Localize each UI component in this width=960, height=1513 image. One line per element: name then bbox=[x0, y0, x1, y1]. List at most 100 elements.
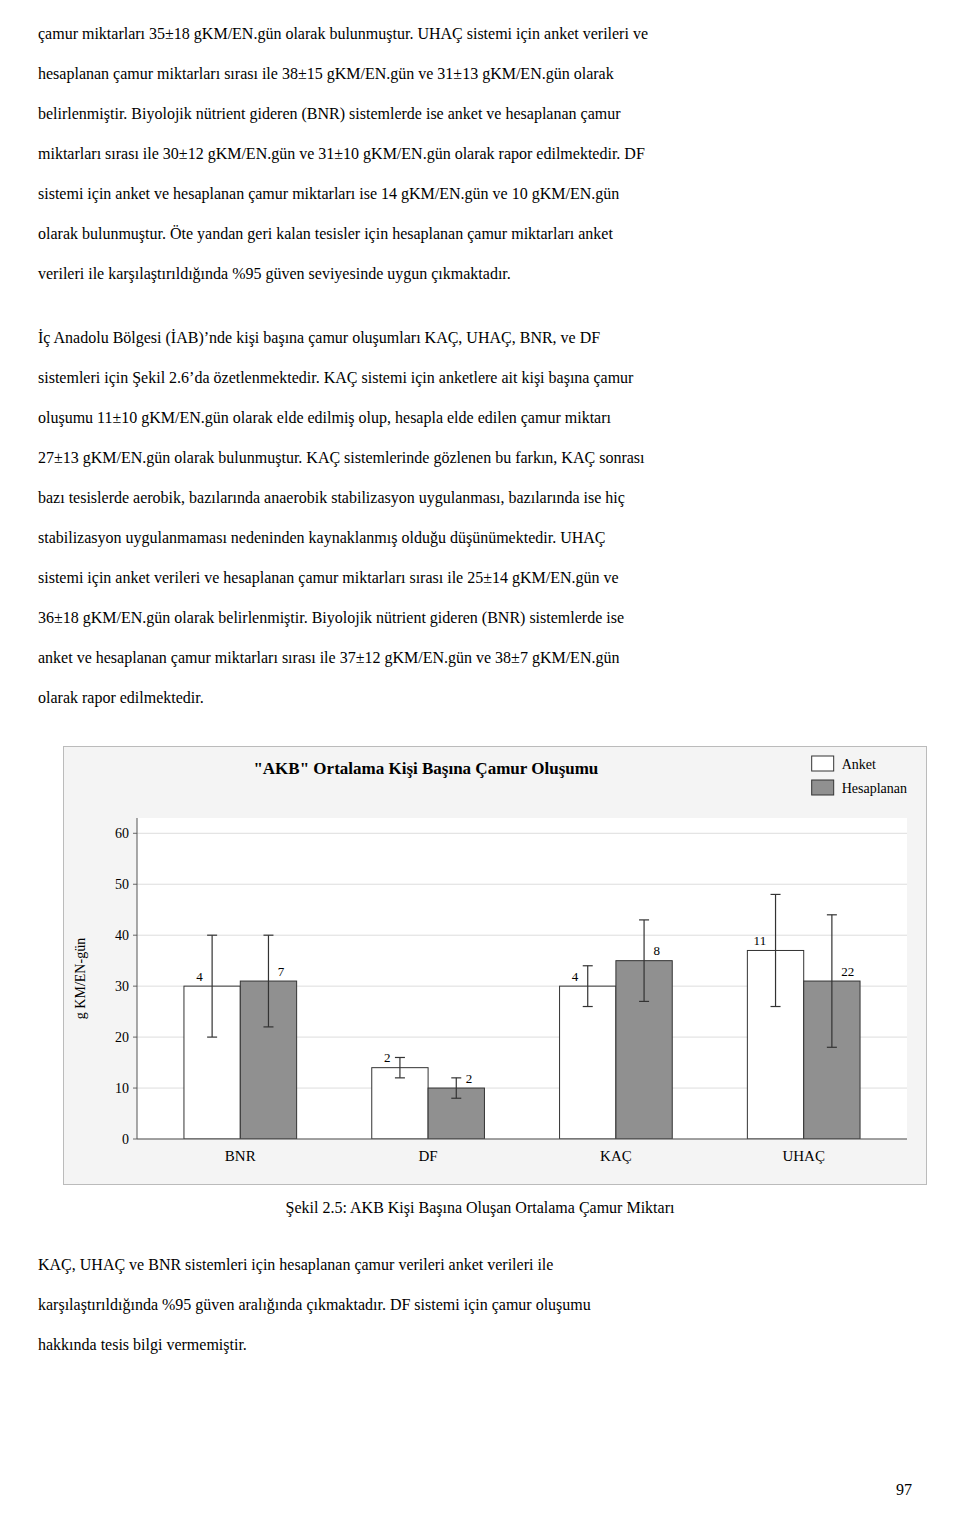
plot-area bbox=[137, 818, 907, 1139]
y-tick bbox=[133, 884, 137, 885]
y-tick bbox=[133, 1037, 137, 1038]
error-bar-cap bbox=[263, 935, 273, 936]
bar bbox=[560, 986, 616, 1139]
error-label: 22 bbox=[841, 964, 854, 979]
error-bar bbox=[583, 966, 593, 1007]
error-bar-cap bbox=[451, 1077, 461, 1078]
legend-swatch bbox=[812, 780, 834, 795]
y-tick bbox=[133, 1088, 137, 1089]
error-bar-cap bbox=[639, 1001, 649, 1002]
text-line: karşılaştırıldığında %95 güven aralığınd… bbox=[38, 1285, 591, 1325]
y-tick bbox=[133, 1139, 137, 1140]
error-bar-stem bbox=[643, 920, 644, 1002]
text-line: stabilizasyon uygulanmaması nedeninden k… bbox=[38, 518, 644, 558]
text-line: sistemi için anket ve hesaplanan çamur m… bbox=[38, 174, 648, 214]
error-label: 2 bbox=[384, 1050, 391, 1065]
text-line: miktarları sırası ile 30±12 gKM/EN.gün v… bbox=[38, 134, 648, 174]
error-bar-cap bbox=[827, 914, 837, 915]
text-line: çamur miktarları 35±18 gKM/EN.gün olarak… bbox=[38, 14, 648, 54]
grid-line bbox=[137, 935, 907, 936]
x-axis-line bbox=[137, 1139, 907, 1140]
x-tick-label: BNR bbox=[225, 1148, 256, 1164]
error-bar bbox=[771, 894, 781, 1006]
error-label: 8 bbox=[653, 943, 660, 958]
x-tick-label: UHAÇ bbox=[782, 1148, 825, 1164]
error-label: 2 bbox=[466, 1071, 473, 1086]
paragraph: çamur miktarları 35±18 gKM/EN.gün olarak… bbox=[38, 14, 648, 294]
text-line: hakkında tesis bilgi vermemiştir. bbox=[38, 1325, 591, 1365]
error-bar-cap bbox=[827, 1047, 837, 1048]
error-bar-stem bbox=[268, 935, 269, 1027]
error-label: 7 bbox=[278, 964, 285, 979]
error-bar-stem bbox=[456, 1078, 457, 1098]
error-bar-cap bbox=[583, 1006, 593, 1007]
paragraph: KAÇ, UHAÇ ve BNR sistemleri için hesapla… bbox=[38, 1245, 591, 1365]
text-line: verileri ile karşılaştırıldığında %95 gü… bbox=[38, 254, 648, 294]
error-bar-cap bbox=[451, 1098, 461, 1099]
y-tick-label: 40 bbox=[115, 928, 129, 943]
y-tick bbox=[133, 833, 137, 834]
paragraph: İç Anadolu Bölgesi (İAB)’nde kişi başına… bbox=[38, 318, 644, 718]
page-number: 97 bbox=[896, 1481, 912, 1499]
error-bar-stem bbox=[831, 915, 832, 1047]
y-tick-label: 60 bbox=[115, 826, 129, 841]
grid-line bbox=[137, 884, 907, 885]
y-axis-line bbox=[137, 818, 138, 1139]
text-line: sistemi için anket verileri ve hesaplana… bbox=[38, 558, 644, 598]
y-tick bbox=[133, 986, 137, 987]
error-bar-stem bbox=[775, 894, 776, 1006]
y-axis-label: g KM/EN-gün bbox=[73, 938, 88, 1019]
text-line: bazı tesislerde aerobik, bazılarında ana… bbox=[38, 478, 644, 518]
error-bar bbox=[263, 935, 273, 1027]
text-line: olarak bulunmuştur. Öte yandan geri kala… bbox=[38, 214, 648, 254]
error-bar-cap bbox=[639, 919, 649, 920]
error-bar-cap bbox=[771, 1006, 781, 1007]
error-bar-cap bbox=[771, 894, 781, 895]
error-bar-stem bbox=[399, 1057, 400, 1077]
x-tick-label: DF bbox=[419, 1148, 438, 1164]
error-bar-cap bbox=[263, 1026, 273, 1027]
error-bar-cap bbox=[583, 965, 593, 966]
legend-label: Anket bbox=[842, 757, 876, 772]
caption: Şekil 2.5: AKB Kişi Başına Oluşan Ortala… bbox=[0, 1199, 960, 1217]
text-line: hesaplanan çamur miktarları sırası ile 3… bbox=[38, 54, 648, 94]
text-line: KAÇ, UHAÇ ve BNR sistemleri için hesapla… bbox=[38, 1245, 591, 1285]
text-line: İç Anadolu Bölgesi (İAB)’nde kişi başına… bbox=[38, 318, 644, 358]
y-tick-label: 10 bbox=[115, 1081, 129, 1096]
grid-line bbox=[137, 1139, 907, 1140]
error-label: 11 bbox=[754, 933, 767, 948]
text-line: 36±18 gKM/EN.gün olarak belirlenmiştir. … bbox=[38, 598, 644, 638]
error-bar bbox=[639, 920, 649, 1002]
text-line: belirlenmiştir. Biyolojik nütrient gider… bbox=[38, 94, 648, 134]
error-bar-cap bbox=[207, 935, 217, 936]
legend: Anket Hesaplanan bbox=[812, 756, 907, 796]
text-line: olarak rapor edilmektedir. bbox=[38, 678, 644, 718]
y-tick-label: 20 bbox=[115, 1030, 129, 1045]
error-bar-stem bbox=[587, 966, 588, 1007]
text-line: sistemleri için Şekil 2.6’da özetlenmekt… bbox=[38, 358, 644, 398]
y-tick-label: 30 bbox=[115, 979, 129, 994]
grid-line bbox=[137, 833, 907, 834]
text-line: oluşumu 11±10 gKM/EN.gün olarak elde edi… bbox=[38, 398, 644, 438]
error-bar-stem bbox=[212, 935, 213, 1037]
title: "AKB" Ortalama Kişi Başına Çamur Oluşumu bbox=[253, 759, 598, 778]
legend-label: Hesaplanan bbox=[842, 781, 907, 796]
error-label: 4 bbox=[572, 969, 579, 984]
legend-swatch bbox=[812, 756, 834, 771]
error-bar-cap bbox=[395, 1077, 405, 1078]
error-bar-cap bbox=[207, 1036, 217, 1037]
chart: "AKB" Ortalama Kişi Başına Çamur Oluşumu… bbox=[63, 746, 927, 1185]
error-bar bbox=[827, 915, 837, 1047]
marks bbox=[184, 894, 860, 1139]
error-label: 4 bbox=[196, 969, 203, 984]
y-tick-label: 0 bbox=[122, 1132, 129, 1147]
text-line: 27±13 gKM/EN.gün olarak bulunmuştur. KAÇ… bbox=[38, 438, 644, 478]
y-tick-label: 50 bbox=[115, 877, 129, 892]
error-bar bbox=[395, 1057, 405, 1077]
y-tick bbox=[133, 935, 137, 936]
text-line: anket ve hesaplanan çamur miktarları sır… bbox=[38, 638, 644, 678]
chart-frame bbox=[64, 747, 927, 1185]
error-bar-cap bbox=[395, 1057, 405, 1058]
x-tick-label: KAÇ bbox=[600, 1148, 632, 1164]
error-bar bbox=[451, 1078, 461, 1098]
